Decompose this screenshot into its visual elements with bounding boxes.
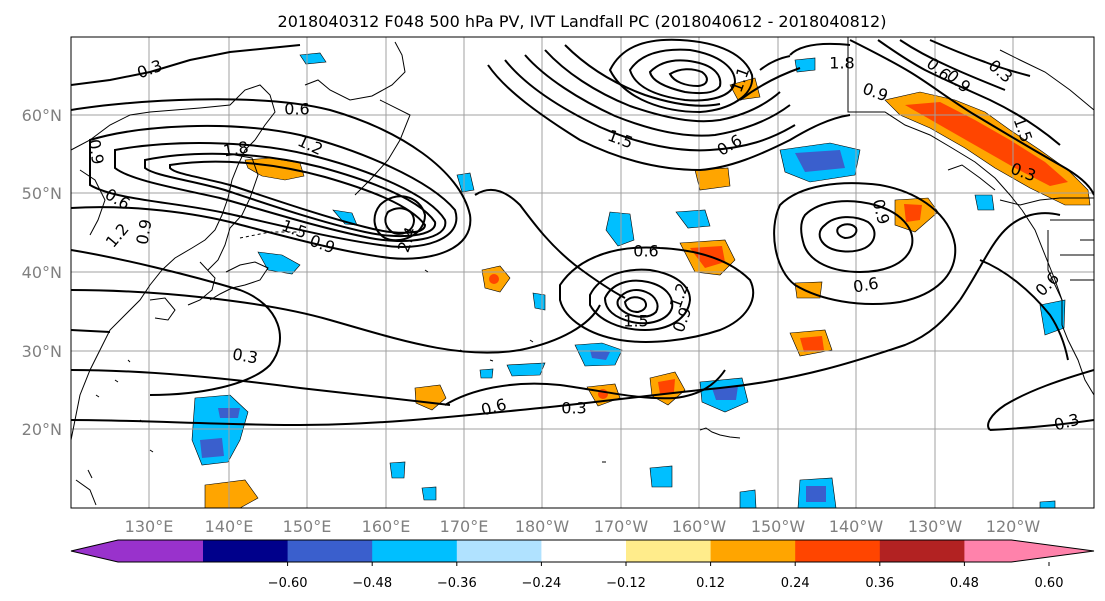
negative-anomaly bbox=[456, 172, 475, 193]
colorbar-tick-label: 0.24 bbox=[781, 576, 810, 591]
positive-anomaly bbox=[694, 167, 731, 191]
coastlines bbox=[71, 37, 1094, 506]
negative-anomaly bbox=[532, 292, 546, 311]
colorbar-segment bbox=[372, 540, 458, 562]
lon-label: 150°W bbox=[751, 517, 806, 536]
contour-label: 0.3 bbox=[561, 399, 586, 418]
gridlines bbox=[71, 37, 1094, 508]
contour-label: 0.6 bbox=[633, 242, 658, 261]
negative-anomaly bbox=[974, 194, 995, 211]
lat-label: 50°N bbox=[22, 184, 62, 203]
pv-contours bbox=[71, 38, 1094, 431]
lon-label: 140°W bbox=[829, 517, 884, 536]
strong-positive-anomaly bbox=[658, 379, 675, 394]
lat-label: 60°N bbox=[22, 106, 62, 125]
colorbar-segment bbox=[203, 540, 289, 562]
contour-label: 0.9 bbox=[132, 218, 155, 246]
strong-positive-anomaly bbox=[800, 336, 824, 352]
colorbar-tick-label: 0.48 bbox=[950, 576, 979, 591]
longitude-labels: 130°E 140°E 150°E 160°E 170°E 180°W 170°W 160°W… bbox=[125, 517, 1041, 536]
colorbar-tick-label: −0.60 bbox=[268, 576, 308, 591]
negative-anomaly bbox=[739, 489, 757, 508]
contour-label: 1.8 bbox=[222, 137, 250, 160]
lon-label: 170°W bbox=[594, 517, 649, 536]
map-frame bbox=[70, 36, 1095, 509]
colorbar-tick-label: 0.12 bbox=[696, 576, 725, 591]
strong-negative-anomaly bbox=[590, 350, 610, 360]
lat-label: 30°N bbox=[22, 342, 62, 361]
lat-label: 40°N bbox=[22, 263, 62, 282]
strong-negative-anomaly bbox=[795, 150, 845, 172]
negative-anomaly bbox=[421, 486, 437, 501]
colorbar: −0.60 −0.48 −0.36 −0.24 −0.12 0.12 0.24 0.36 0.4… bbox=[70, 539, 1095, 591]
lon-label: 170°E bbox=[440, 517, 489, 536]
colorbar-segment bbox=[795, 540, 881, 562]
negative-anomaly bbox=[794, 57, 816, 73]
colorbar-tick-label: −0.48 bbox=[352, 576, 392, 591]
strong-negative-anomaly bbox=[712, 386, 738, 400]
negative-anomaly bbox=[1039, 500, 1056, 508]
colorbar-segment bbox=[710, 540, 796, 562]
contour-label: 0.3 bbox=[231, 344, 259, 367]
colorbar-tick-label: −0.36 bbox=[437, 576, 477, 591]
lon-label: 130°W bbox=[908, 517, 963, 536]
contour-label: 0.6 bbox=[852, 273, 880, 296]
negative-anomaly bbox=[479, 368, 494, 379]
contour-label: 1.5 bbox=[623, 312, 648, 331]
colorbar-tick-label: 0.36 bbox=[865, 576, 894, 591]
lon-label: 160°W bbox=[672, 517, 727, 536]
colorbar-extend-high bbox=[964, 540, 1094, 562]
map-panel: 0.30.61.8 1.21.50.90.61.2 0.90.92.40.30.6 0… bbox=[70, 36, 1095, 509]
colorbar-segment bbox=[879, 540, 965, 562]
strong-negative-anomaly bbox=[200, 438, 224, 458]
lon-label: 160°E bbox=[362, 517, 411, 536]
contour-label: 0.6 bbox=[284, 100, 309, 119]
lon-label: 120°W bbox=[986, 517, 1041, 536]
negative-anomaly bbox=[605, 211, 635, 247]
map-title: 2018040312 F048 500 hPa PV, IVT Landfall… bbox=[278, 12, 887, 31]
strong-positive-anomaly bbox=[904, 204, 922, 222]
ivt-shading bbox=[191, 52, 1091, 508]
lon-label: 130°E bbox=[125, 517, 174, 536]
negative-anomaly bbox=[389, 461, 406, 479]
strong-positive-anomaly bbox=[489, 274, 499, 284]
colorbar-segment bbox=[541, 540, 627, 562]
colorbar-outline bbox=[70, 539, 1095, 563]
colorbar-tick-label: −0.24 bbox=[521, 576, 561, 591]
colorbar-tick-label: 0.60 bbox=[1035, 576, 1064, 591]
contour-label: 1.8 bbox=[829, 54, 854, 73]
contour-label: 0.9 bbox=[84, 138, 107, 166]
lat-label: 20°N bbox=[22, 420, 62, 439]
negative-anomaly bbox=[506, 362, 546, 377]
colorbar-segment bbox=[626, 540, 712, 562]
colorbar-segment bbox=[456, 540, 542, 562]
positive-anomaly bbox=[204, 479, 259, 508]
strong-negative-anomaly bbox=[806, 486, 826, 502]
negative-anomaly bbox=[649, 465, 673, 488]
lon-label: 180°W bbox=[515, 517, 570, 536]
lon-label: 150°E bbox=[283, 517, 332, 536]
colorbar-extend-low bbox=[71, 540, 203, 562]
negative-anomaly bbox=[675, 209, 711, 229]
colorbar-tick-label: −0.12 bbox=[606, 576, 646, 591]
colorbar-segment bbox=[287, 540, 373, 562]
lon-label: 140°E bbox=[205, 517, 254, 536]
strong-positive-anomaly bbox=[905, 102, 1068, 186]
latitude-labels: 60°N 50°N 40°N 30°N 20°N bbox=[22, 106, 62, 439]
